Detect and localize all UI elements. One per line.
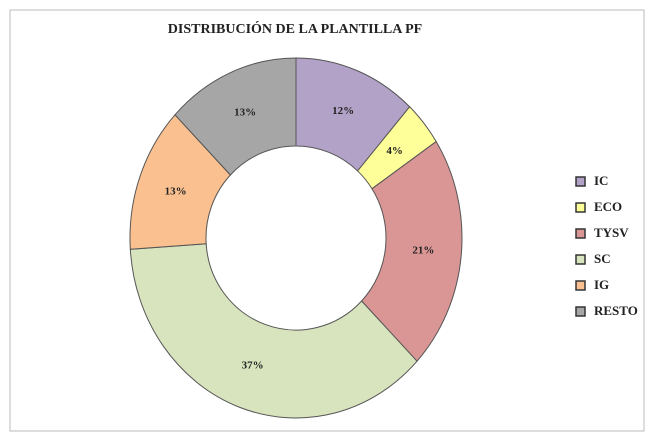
legend-label: RESTO bbox=[594, 303, 638, 318]
slice bbox=[360, 140, 463, 362]
slice bbox=[174, 57, 297, 176]
data-label: 4% bbox=[386, 145, 403, 157]
legend-swatch bbox=[575, 254, 586, 265]
data-label: 12% bbox=[332, 105, 354, 117]
legend-label: SC bbox=[594, 251, 611, 266]
data-label: 21% bbox=[412, 244, 434, 256]
legend-label: IC bbox=[594, 173, 608, 188]
slice bbox=[129, 243, 418, 419]
chart-title: DISTRIBUCIÓN DE LA PLANTILLA PF bbox=[168, 20, 422, 37]
legend-label: IG bbox=[594, 277, 609, 292]
legend-label: ECO bbox=[594, 199, 622, 214]
legend-swatch bbox=[575, 176, 586, 187]
data-label: 37% bbox=[242, 359, 264, 371]
legend-swatch bbox=[575, 280, 586, 291]
legend-swatch bbox=[575, 202, 586, 213]
legend-swatch bbox=[575, 306, 586, 317]
data-label: 13% bbox=[234, 107, 256, 119]
data-label: 13% bbox=[165, 185, 187, 197]
legend-swatch bbox=[575, 228, 586, 239]
legend-label: TYSV bbox=[594, 225, 629, 240]
